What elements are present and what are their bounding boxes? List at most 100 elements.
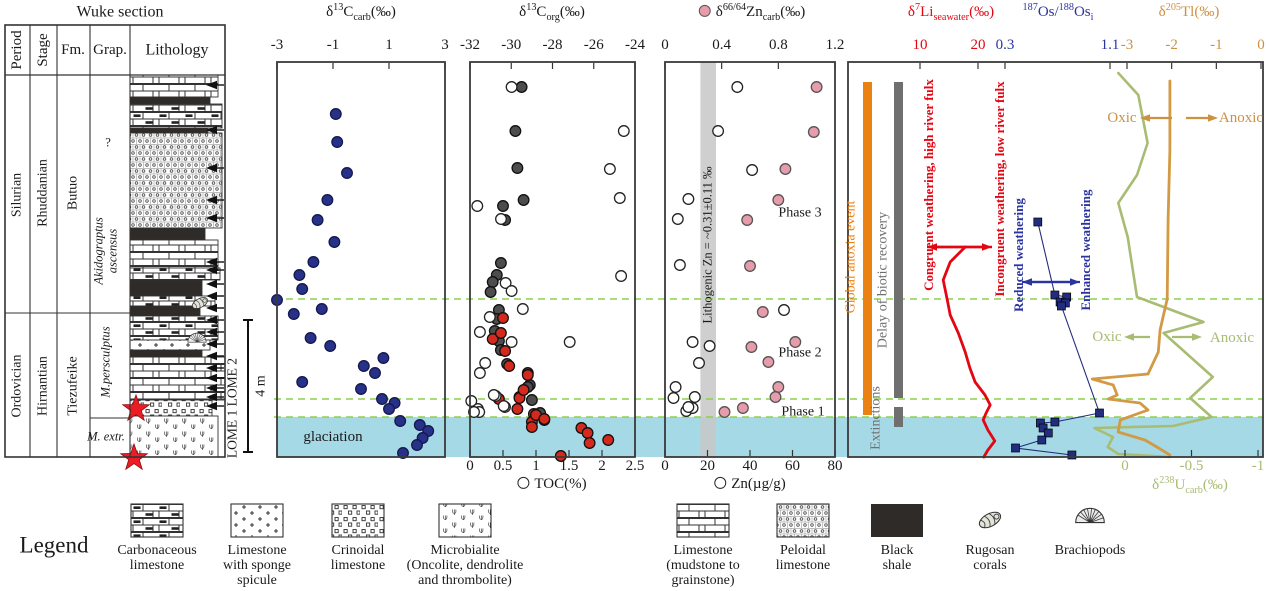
d13c-carb-points — [307, 256, 320, 268]
sample-arrow-icon — [206, 363, 217, 373]
panel-frame-multi_proxy — [847, 61, 1264, 458]
os-data-point — [1043, 428, 1053, 438]
d13c-org-red-points — [583, 437, 596, 449]
zn-isotope-points — [718, 406, 731, 418]
d13c-org-red-points — [538, 413, 551, 425]
panel-frame-d13c_carb — [276, 61, 446, 458]
sample-arrow-icon — [206, 213, 217, 223]
d13c-carb-points — [411, 439, 423, 451]
zn-isotope-points — [772, 194, 785, 206]
zn-isotope-points — [772, 381, 785, 393]
toc-points — [497, 400, 510, 412]
zn-isotope-points — [736, 402, 749, 414]
frame-layer — [4, 24, 1264, 458]
toc-points — [613, 192, 626, 204]
d13c-org-points — [511, 162, 524, 174]
d13c-org-red-points — [494, 327, 507, 339]
zn-isotope-points — [769, 391, 782, 403]
sample-arrow-icon — [206, 291, 217, 301]
zn-isotope-points — [762, 356, 775, 368]
sample-arrow-icon — [206, 125, 217, 135]
background-layer — [274, 62, 1263, 457]
lithology-band-peloidal — [129, 132, 223, 229]
arrowhead — [1192, 333, 1202, 341]
lithology-band-black — [129, 127, 209, 134]
zn-conc-points — [686, 336, 699, 348]
d13c-carb-points — [383, 403, 395, 415]
zn-conc-points — [673, 259, 686, 271]
zn-conc-points — [682, 193, 695, 205]
lithology-band-black — [129, 305, 201, 317]
toc-points — [499, 277, 512, 289]
brachiopod-icon — [187, 332, 207, 343]
zn-conc-points — [712, 125, 725, 137]
os-data-point — [1011, 443, 1020, 453]
d13c-org-red-points — [581, 427, 594, 439]
sample-arrow-icon — [206, 392, 217, 402]
d13c-carb-points — [355, 383, 367, 395]
legend-swatch-microbialite — [438, 503, 492, 538]
lithology-band-limestone — [129, 239, 219, 269]
zn-conc-points — [671, 213, 684, 225]
legend-swatch-limestone — [676, 503, 730, 538]
toc-points — [473, 367, 486, 379]
d13c-carb-points — [377, 352, 390, 364]
li-seawater-curve-line — [941, 245, 997, 459]
sample-arrow-icon — [206, 257, 217, 267]
arrowhead — [1124, 333, 1134, 341]
sample-arrow-icon — [206, 195, 217, 205]
d13c-org-points — [515, 81, 528, 93]
toc-points — [468, 406, 480, 418]
d13c-carb-points — [287, 308, 300, 320]
d13c-carb-points — [324, 340, 337, 352]
brachiopod-icon — [1075, 507, 1105, 524]
d13c-org-red-points — [503, 360, 516, 372]
d13c-org-points — [486, 276, 499, 288]
sample-arrow-icon — [206, 315, 217, 325]
lithology-band-limestone — [129, 74, 219, 98]
event-bar-1 — [894, 82, 903, 398]
d13c-carb-points — [315, 303, 328, 315]
zn-conc-points — [731, 81, 744, 93]
zn-isotope-points — [807, 126, 820, 138]
sample-arrow-icon — [206, 80, 217, 90]
lithology-band-microbialite — [129, 415, 219, 458]
d13c-carb-points — [329, 108, 342, 120]
arrowhead — [1140, 114, 1150, 122]
zn-isotope-points — [779, 163, 792, 175]
d13c-carb-points — [311, 214, 324, 226]
d13c-org-red-points — [554, 450, 567, 462]
zn-conc-points — [778, 304, 790, 316]
sample-arrow-icon — [206, 383, 217, 393]
toc-points — [487, 389, 500, 401]
rugosan-coral-icon — [192, 297, 208, 309]
toc-points — [505, 81, 518, 93]
arrowhead — [927, 243, 937, 251]
d13c-org-points — [517, 194, 530, 206]
toc-points — [516, 303, 529, 315]
d13c-carb-points — [296, 376, 309, 388]
d13c-carb-points — [296, 283, 309, 295]
lithology-band-carb — [129, 267, 221, 281]
d13c-org-red-points — [497, 312, 509, 324]
d13c-carb-points — [321, 194, 334, 206]
legend-swatch-carb — [130, 503, 184, 538]
d13c-carb-points — [413, 419, 426, 431]
strat-table-frame — [4, 24, 226, 458]
os-data-point — [1037, 435, 1047, 445]
lithology-band-carb — [129, 103, 223, 129]
toc-points — [505, 336, 518, 348]
d13c-carb-points — [293, 269, 306, 281]
zn-conc-points — [667, 392, 680, 404]
d13c-carb-points — [394, 415, 407, 427]
os-data-point — [1038, 423, 1048, 433]
legend-swatch-sponge — [230, 503, 284, 538]
d13c-org-red-points — [521, 369, 534, 381]
lithogenic-zn-band — [700, 62, 716, 457]
sample-arrow-icon — [206, 279, 217, 289]
d13c-org-red-points — [511, 403, 524, 415]
u-carb-curve-line — [1093, 71, 1215, 459]
os-data-point — [1050, 290, 1060, 300]
d13c-org-points — [497, 200, 509, 212]
zn-isotope-points — [756, 306, 769, 318]
